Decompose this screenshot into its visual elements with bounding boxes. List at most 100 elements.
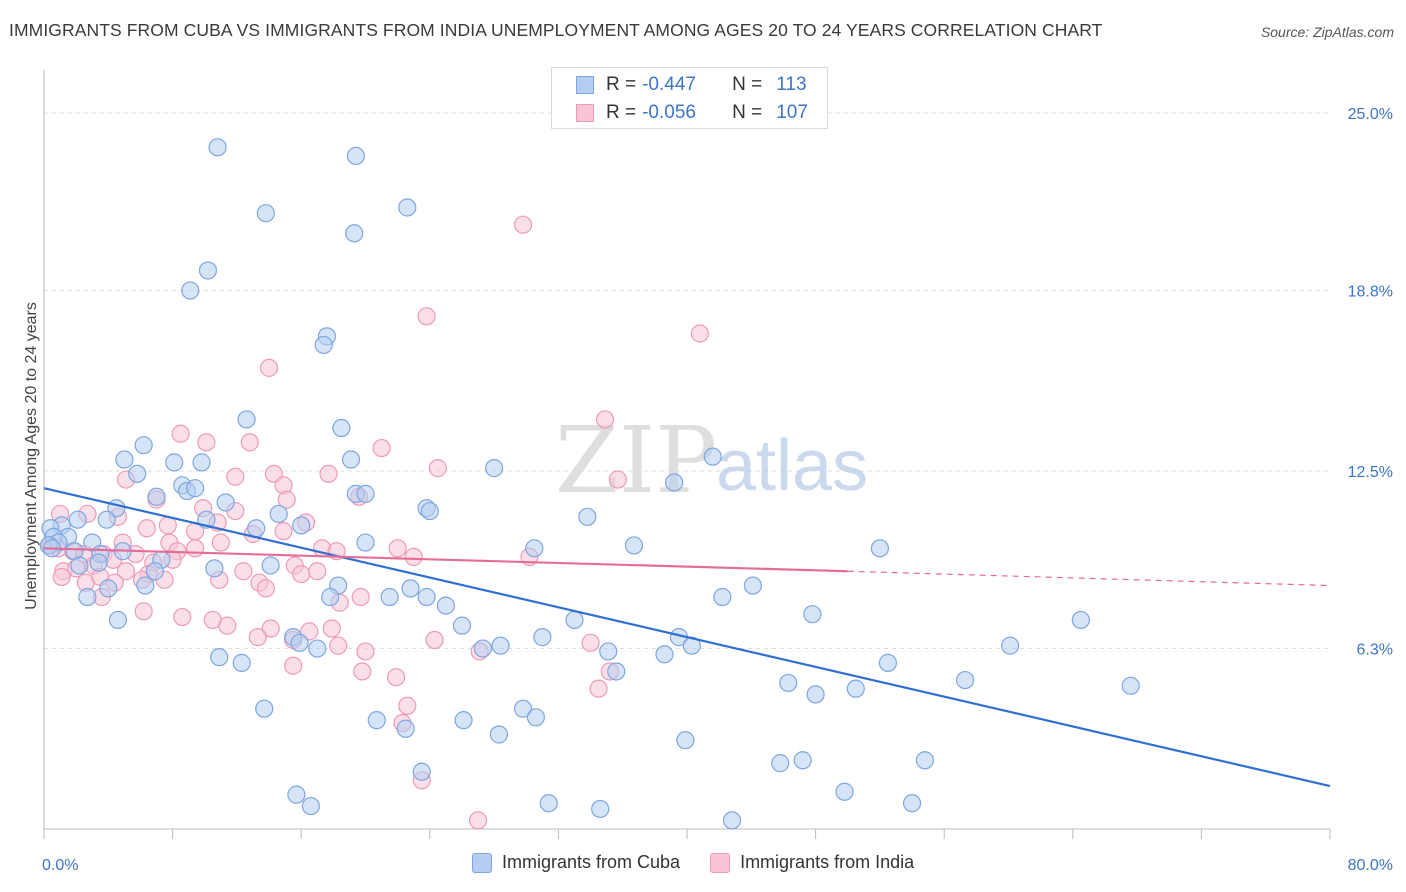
- legend-r-label: R =: [606, 102, 637, 123]
- cuba-point: [489, 725, 509, 744]
- cuba-point: [722, 811, 742, 830]
- cuba-point: [97, 510, 116, 529]
- india-point: [398, 696, 417, 715]
- cuba-point: [771, 754, 790, 773]
- cuba-point: [181, 281, 200, 300]
- trend-lines: [43, 487, 1331, 788]
- cuba-point: [198, 261, 218, 280]
- india-point: [690, 324, 709, 343]
- axes: [43, 70, 1331, 839]
- cuba-point: [367, 711, 386, 730]
- cuba-point: [624, 536, 644, 555]
- cuba-point: [417, 587, 436, 607]
- series-legend-label-cuba: Immigrants from Cuba: [502, 852, 681, 872]
- cuba-point: [713, 587, 732, 607]
- cuba-point: [210, 648, 229, 667]
- legend-r-value-cuba: -0.447: [642, 74, 696, 95]
- india-point: [404, 547, 423, 567]
- india-point: [595, 410, 615, 429]
- cuba-point: [380, 587, 399, 607]
- cuba-point: [878, 653, 898, 672]
- india-point: [308, 562, 327, 581]
- legend-n-value-cuba: 113: [776, 74, 807, 95]
- cuba-point: [269, 504, 288, 524]
- cuba-point: [208, 138, 227, 157]
- cuba-point: [420, 501, 439, 521]
- x-tick-label: 80.0%: [1348, 857, 1393, 874]
- india-point: [351, 587, 370, 607]
- india-point: [319, 464, 338, 483]
- india-point: [137, 519, 156, 538]
- cuba-point: [134, 436, 153, 455]
- india-point: [173, 607, 192, 627]
- cuba-point: [237, 410, 256, 429]
- cuba-point: [915, 751, 935, 770]
- legend-r-label: R =: [606, 74, 637, 95]
- cuba-point: [803, 605, 822, 624]
- cuba-point: [192, 453, 211, 472]
- y-tick-labels: 6.3% 12.5% 18.8% 25.0%: [1348, 106, 1393, 659]
- cuba-point: [1001, 636, 1020, 655]
- correlation-legend: R = -0.447 N = 113 R = -0.056 N = 107: [551, 67, 828, 129]
- cuba-point: [491, 636, 510, 655]
- cuba-point: [526, 708, 545, 727]
- source-credit: Source: ZipAtlas.com: [1260, 24, 1394, 40]
- cuba-point: [346, 146, 365, 166]
- x-tick-label: 0.0%: [42, 857, 78, 874]
- cuba-point: [345, 224, 364, 243]
- india-point: [186, 539, 205, 558]
- cuba-point: [232, 653, 251, 672]
- cuba-point: [436, 596, 455, 615]
- legend-row-cuba: R = -0.447 N = 113: [576, 74, 807, 96]
- legend-n-value-india: 107: [776, 102, 808, 123]
- cuba-point: [314, 335, 333, 355]
- watermark-atlas: atlas: [716, 426, 868, 506]
- india-point: [234, 562, 253, 581]
- cuba-point: [78, 587, 97, 607]
- cuba-point: [533, 628, 552, 647]
- cuba-point: [806, 685, 825, 704]
- cuba-point: [70, 556, 89, 575]
- cuba-point: [186, 479, 205, 498]
- legend-swatch-cuba: [576, 76, 594, 94]
- cuba-point: [205, 559, 224, 578]
- cuba-point: [356, 484, 375, 503]
- india-point: [581, 633, 600, 652]
- legend-r-value-india: -0.056: [642, 102, 696, 123]
- india-trend-line: [43, 547, 848, 573]
- series-legend: Immigrants from Cuba Immigrants from Ind…: [472, 852, 944, 873]
- y-tick-label: 6.3%: [1357, 642, 1393, 659]
- cuba-point: [485, 459, 504, 478]
- cuba-point: [565, 610, 584, 630]
- cuba-point: [147, 487, 166, 506]
- cuba-point: [255, 699, 274, 718]
- cuba-point: [743, 576, 763, 595]
- india-point: [468, 811, 488, 830]
- y-tick-label: 12.5%: [1348, 464, 1393, 481]
- cuba-point: [396, 719, 415, 738]
- india-point: [372, 438, 391, 458]
- cuba-point: [247, 519, 266, 538]
- y-axis-label: Unemployment Among Ages 20 to 24 years: [23, 302, 40, 610]
- watermark-zip: ZIP: [555, 407, 717, 514]
- cuba-point: [89, 553, 108, 572]
- cuba-point: [665, 473, 684, 492]
- cuba-point: [301, 796, 320, 816]
- india-point: [284, 656, 303, 675]
- cuba-point: [955, 670, 975, 690]
- india-point: [322, 619, 341, 638]
- india-point: [292, 564, 311, 584]
- india-point: [248, 628, 267, 647]
- legend-row-india: R = -0.056 N = 107: [576, 102, 808, 124]
- series-legend-label-india: Immigrants from India: [740, 852, 915, 872]
- india-point: [608, 470, 627, 489]
- india-point: [256, 579, 275, 598]
- cuba-point: [703, 447, 722, 466]
- india-point: [513, 215, 533, 234]
- india-point: [134, 602, 153, 621]
- cuba-point: [136, 576, 155, 595]
- series-legend-swatch-india: [710, 852, 731, 873]
- cuba-point: [599, 642, 618, 661]
- india-point: [226, 467, 245, 486]
